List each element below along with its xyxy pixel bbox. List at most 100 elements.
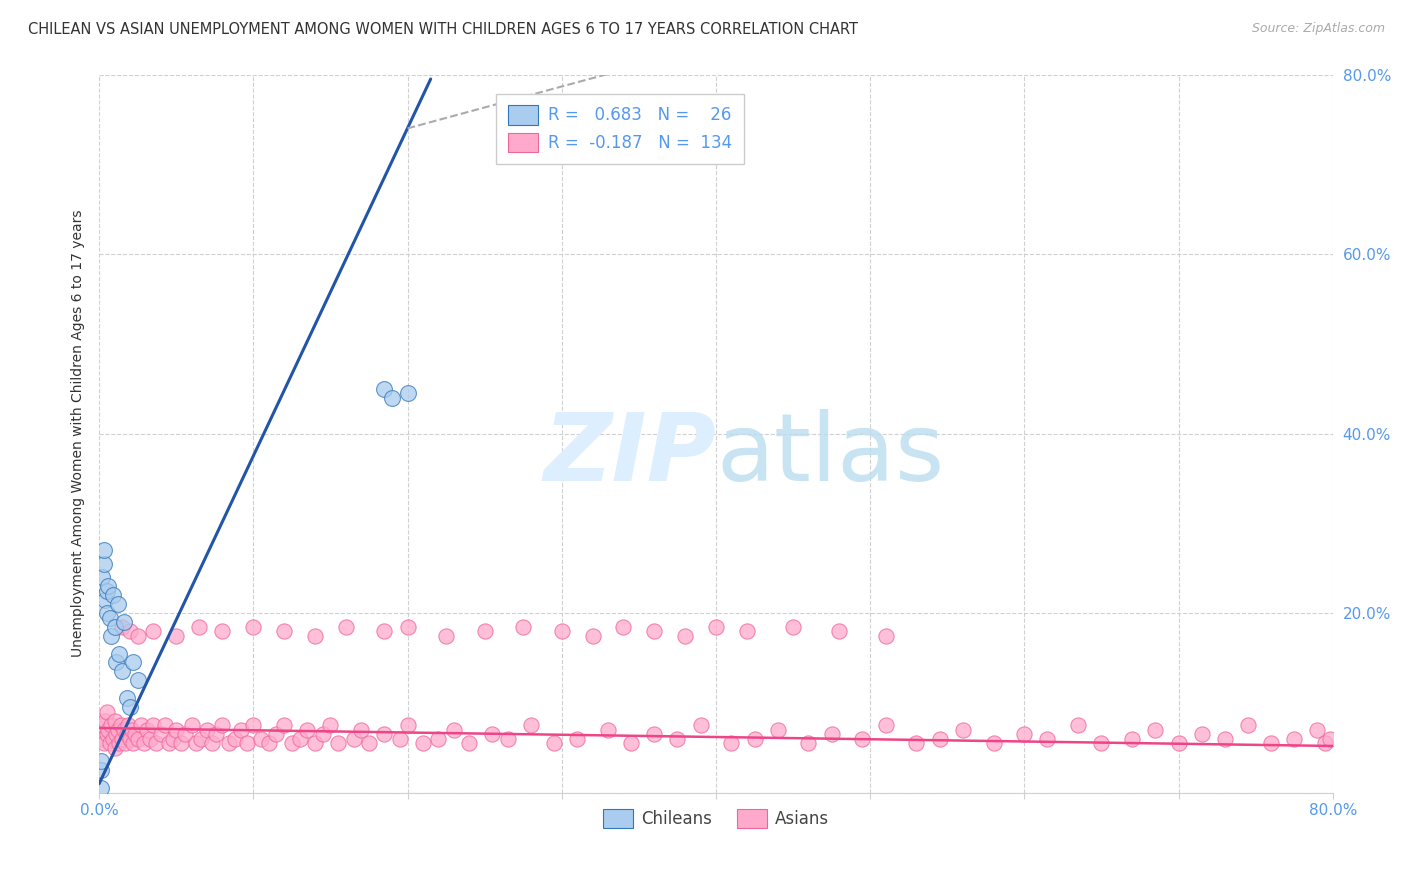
Point [103, 740, 125, 755]
Point [820, 727, 842, 741]
Point [875, 718, 897, 732]
Point [1167, 736, 1189, 750]
Point [118, 700, 141, 714]
Point [110, 718, 132, 732]
Point [111, 619, 134, 633]
Point [983, 736, 1005, 750]
Point [1213, 731, 1236, 746]
Point [205, 727, 228, 741]
Point [118, 731, 141, 746]
Point [165, 629, 187, 643]
Point [596, 723, 619, 737]
Point [1067, 718, 1090, 732]
Point [165, 723, 187, 737]
Point [427, 731, 450, 746]
Point [1284, 731, 1306, 746]
Point [101, 588, 124, 602]
Point [905, 736, 928, 750]
Point [567, 731, 589, 746]
Point [551, 624, 574, 638]
Point [186, 736, 208, 750]
Point [112, 615, 135, 629]
Point [129, 718, 152, 732]
Point [211, 718, 233, 732]
Point [1306, 723, 1329, 737]
Point [97, 723, 120, 737]
Point [145, 736, 167, 750]
Point [952, 723, 974, 737]
Point [350, 723, 373, 737]
Point [242, 619, 264, 633]
Point [373, 624, 395, 638]
Point [1260, 736, 1282, 750]
Point [620, 736, 643, 750]
Point [117, 718, 139, 732]
Point [481, 727, 503, 741]
Point [90, 763, 112, 777]
Point [108, 736, 131, 750]
Point [155, 718, 177, 732]
Point [735, 624, 758, 638]
Point [297, 723, 319, 737]
Point [273, 718, 295, 732]
Text: atlas: atlas [716, 409, 945, 501]
Point [766, 723, 789, 737]
Point [1237, 718, 1260, 732]
Point [281, 736, 304, 750]
Point [273, 624, 295, 638]
Point [689, 718, 711, 732]
Point [643, 624, 665, 638]
Point [157, 736, 180, 750]
Point [412, 736, 434, 750]
Point [142, 718, 165, 732]
Point [1014, 727, 1036, 741]
Point [288, 731, 311, 746]
Text: Source: ZipAtlas.com: Source: ZipAtlas.com [1251, 22, 1385, 36]
Point [149, 727, 172, 741]
Point [98, 736, 121, 750]
Point [257, 736, 280, 750]
Point [396, 619, 419, 633]
Point [581, 629, 603, 643]
Point [98, 610, 121, 624]
Point [114, 736, 136, 750]
Point [720, 736, 742, 750]
Point [118, 624, 141, 638]
Point [115, 727, 138, 741]
Point [112, 723, 135, 737]
Point [96, 583, 118, 598]
Point [107, 723, 129, 737]
Point [520, 718, 543, 732]
Point [250, 731, 273, 746]
Point [122, 656, 145, 670]
Point [328, 736, 350, 750]
Point [782, 619, 804, 633]
Point [94, 592, 117, 607]
Point [496, 731, 519, 746]
Point [335, 619, 357, 633]
Point [201, 736, 224, 750]
Point [103, 619, 125, 633]
Point [91, 718, 114, 732]
Point [218, 736, 240, 750]
Point [115, 691, 138, 706]
Point [188, 619, 211, 633]
Point [121, 723, 143, 737]
Point [443, 723, 465, 737]
Point [91, 570, 114, 584]
Point [1191, 727, 1213, 741]
Point [136, 723, 159, 737]
Point [828, 624, 851, 638]
Point [612, 619, 634, 633]
Point [673, 629, 696, 643]
Point [180, 718, 202, 732]
Point [96, 606, 118, 620]
Point [94, 714, 117, 728]
Point [107, 597, 129, 611]
Point [127, 629, 149, 643]
Point [1313, 736, 1336, 750]
Point [105, 727, 128, 741]
Point [174, 727, 197, 741]
Text: ZIP: ZIP [543, 409, 716, 501]
Text: CHILEAN VS ASIAN UNEMPLOYMENT AMONG WOMEN WITH CHILDREN AGES 6 TO 17 YEARS CORRE: CHILEAN VS ASIAN UNEMPLOYMENT AMONG WOME… [28, 22, 858, 37]
